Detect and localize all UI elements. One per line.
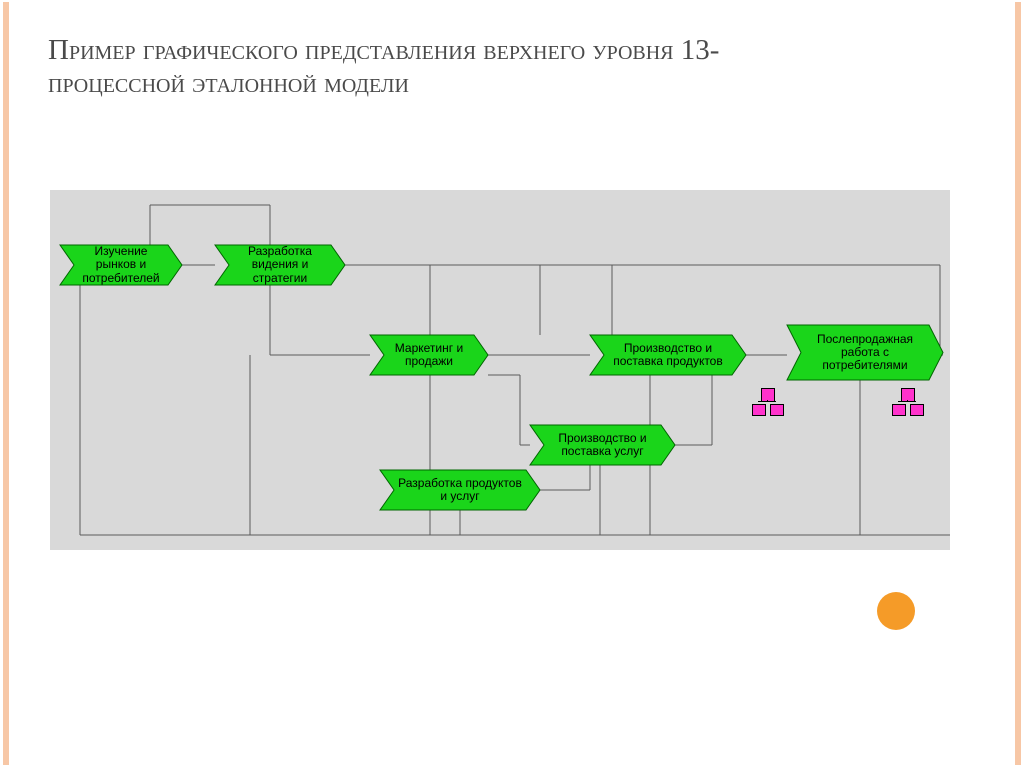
process-node-label: Маркетинг и продажи [384,335,474,375]
process-node-label: Производство и поставка продуктов [604,335,732,375]
process-node-label: Изучение рынков и потребителей [74,245,168,285]
process-diagram: Изучение рынков и потребителей Разработка… [50,190,950,550]
accent-circle-icon [877,592,915,630]
slide-title: Пример графического представления верхне… [48,34,808,100]
process-node-label: Разработка продуктов и услуг [394,470,526,510]
org-marker-icon [750,388,784,416]
process-node-label: Разработка видения и стратегии [229,245,331,285]
org-marker-icon [890,388,924,416]
process-node-label: Послепродажная работа с потребителями [801,325,929,380]
process-node-label: Производство и поставка услуг [544,425,661,465]
